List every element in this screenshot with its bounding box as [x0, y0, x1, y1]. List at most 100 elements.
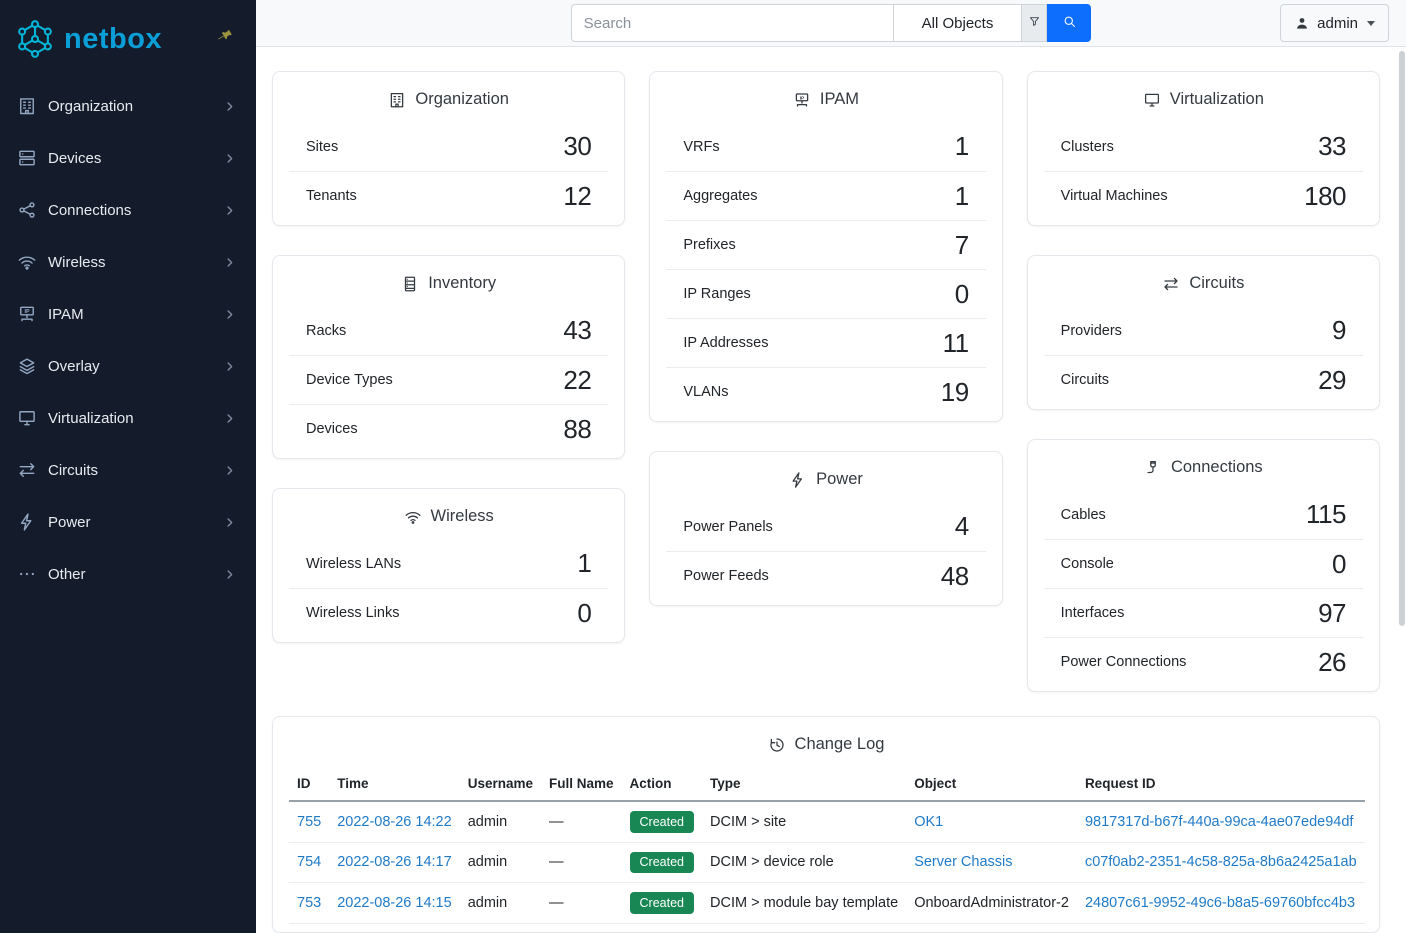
card-body: Cables 115 Console 0 Interfaces 97 Power…	[1043, 490, 1363, 691]
stat-value[interactable]: 180	[1304, 180, 1346, 211]
stat-value[interactable]: 29	[1318, 364, 1346, 395]
stat-label[interactable]: Cables	[1060, 506, 1106, 523]
search-submit-button[interactable]	[1047, 4, 1092, 42]
log-request-id-link[interactable]: 24807c61-9952-49c6-b8a5-69760bfcc4b3	[1084, 894, 1356, 911]
sidebar-item-connections[interactable]: Connections	[6, 184, 250, 236]
rack-icon	[401, 275, 419, 293]
sidebar-item-label: IPAM	[48, 305, 84, 323]
card-change-log: Change Log ID Time Username Full Name Action…	[272, 716, 1380, 933]
log-time-link[interactable]: 2022-08-26 14:22	[337, 813, 452, 830]
stat-value[interactable]: 9	[1332, 315, 1346, 345]
sidebar-item-overlay[interactable]: Overlay	[6, 340, 250, 392]
card-title-text: Connections	[1170, 458, 1263, 476]
stat-value[interactable]: 7	[954, 229, 969, 260]
stat-value[interactable]: 43	[563, 315, 592, 345]
search-scope-button[interactable]: All Objects	[892, 4, 1023, 42]
stat-value[interactable]: 19	[940, 376, 969, 407]
card-title: Power	[666, 452, 985, 502]
log-time-link[interactable]: 2022-08-26 14:15	[337, 894, 452, 911]
stat-row-wireless-links: Wireless Links 0	[289, 588, 609, 637]
stat-label[interactable]: Racks	[306, 322, 347, 339]
netbox-logo[interactable]: netbox	[14, 18, 162, 60]
sidebar-item-devices[interactable]: Devices	[6, 132, 250, 184]
sidebar-item-ipam[interactable]: IP IPAM	[6, 288, 250, 340]
stat-value[interactable]: 0	[577, 597, 592, 628]
stat-value[interactable]: 0	[1332, 548, 1346, 579]
sidebar-item-other[interactable]: Other	[6, 548, 250, 600]
stat-row-circuits: Circuits 29	[1043, 355, 1363, 404]
log-request-id-link[interactable]: 9817317d-b67f-440a-99ca-4ae07ede94df	[1084, 813, 1354, 830]
stat-label[interactable]: Power Panels	[683, 518, 773, 535]
log-time-link[interactable]: 2022-08-26 14:17	[337, 854, 452, 871]
stat-row-wireless-lans: Wireless LANs 1	[289, 539, 608, 588]
chevron-right-icon	[223, 568, 236, 581]
stat-label[interactable]: Clusters	[1060, 138, 1114, 155]
sidebar-item-organization[interactable]: Organization	[6, 80, 250, 132]
stat-label[interactable]: Console	[1060, 556, 1114, 572]
stat-value[interactable]: 1	[954, 131, 969, 161]
stat-value[interactable]: 22	[563, 364, 592, 395]
stat-row-prefixes: Prefixes 7	[666, 220, 986, 269]
stat-value[interactable]: 115	[1306, 499, 1346, 529]
stat-label[interactable]: Interfaces	[1060, 605, 1125, 621]
sidebar-item-wireless[interactable]: Wireless	[6, 236, 250, 288]
log-id-link[interactable]: 753	[297, 894, 322, 911]
stat-value[interactable]: 1	[577, 548, 592, 578]
overlay-icon	[17, 356, 37, 376]
filter-button[interactable]	[1022, 4, 1048, 42]
stat-label[interactable]: Sites	[306, 138, 339, 155]
log-object[interactable]: Server Chassis	[914, 854, 1013, 871]
column-header-username: Username	[459, 767, 541, 802]
stat-label[interactable]: Wireless Links	[306, 605, 400, 621]
stat-label[interactable]: Providers	[1060, 322, 1122, 339]
stat-row-power-feeds: Power Feeds 48	[666, 551, 986, 600]
stat-label[interactable]: Power Feeds	[683, 568, 769, 584]
pin-sidebar-button[interactable]	[212, 25, 236, 49]
log-id-link[interactable]: 754	[297, 854, 322, 871]
stat-label[interactable]: IP Addresses	[683, 335, 769, 351]
card-title: Organization	[289, 72, 608, 122]
stat-label[interactable]: Aggregates	[683, 188, 758, 204]
stat-value[interactable]: 88	[563, 413, 592, 444]
card-inventory: Inventory Racks 43 Device Types 22 Devic…	[272, 255, 626, 459]
stat-label[interactable]: VRFs	[683, 138, 720, 155]
stat-label[interactable]: VLANs	[683, 384, 729, 400]
user-menu-button[interactable]: admin	[1280, 4, 1389, 42]
page-scrollbar[interactable]	[1398, 0, 1406, 933]
stat-value[interactable]: 48	[940, 560, 969, 591]
stat-label[interactable]: Device Types	[306, 372, 393, 388]
column-header-full-name: Full Name	[541, 767, 622, 802]
chevron-right-icon	[223, 256, 236, 269]
log-request-id-link[interactable]: c07f0ab2-2351-4c58-825a-8b6a2425a1ab	[1084, 854, 1357, 871]
stat-value[interactable]: 0	[954, 278, 969, 309]
sidebar-item-circuits[interactable]: Circuits	[6, 444, 250, 496]
stat-value[interactable]: 4	[954, 511, 969, 541]
stat-label[interactable]: IP Ranges	[683, 286, 751, 302]
stat-row-sites: Sites 30	[289, 122, 608, 171]
sidebar-item-virtualization[interactable]: Virtualization	[6, 392, 250, 444]
stat-value[interactable]: 11	[942, 327, 970, 358]
stat-value[interactable]: 26	[1318, 646, 1346, 677]
stat-label[interactable]: Power Connections	[1060, 654, 1187, 670]
log-id-link[interactable]: 755	[297, 813, 322, 830]
pin-icon	[213, 30, 233, 49]
stat-label[interactable]: Tenants	[306, 188, 357, 204]
scrollbar-thumb[interactable]	[1399, 51, 1405, 626]
stat-row-console: Console 0	[1043, 539, 1363, 588]
stat-label[interactable]: Prefixes	[683, 237, 736, 253]
stat-value[interactable]: 97	[1318, 597, 1346, 628]
search-input[interactable]	[570, 4, 893, 42]
log-object[interactable]: OK1	[914, 813, 944, 830]
card-body: Clusters 33 Virtual Machines 180	[1043, 122, 1363, 225]
stat-value[interactable]: 12	[563, 180, 592, 211]
stat-label[interactable]: Devices	[306, 421, 358, 437]
stat-value[interactable]: 33	[1318, 131, 1346, 161]
stat-value[interactable]: 1	[954, 180, 969, 211]
wifi-icon	[17, 252, 37, 272]
stat-label[interactable]: Wireless LANs	[306, 555, 402, 572]
stat-label[interactable]: Virtual Machines	[1060, 188, 1168, 204]
stat-value[interactable]: 30	[563, 131, 592, 161]
log-action-badge: Created	[629, 811, 694, 833]
sidebar-item-power[interactable]: Power	[6, 496, 250, 548]
stat-label[interactable]: Circuits	[1060, 372, 1109, 388]
